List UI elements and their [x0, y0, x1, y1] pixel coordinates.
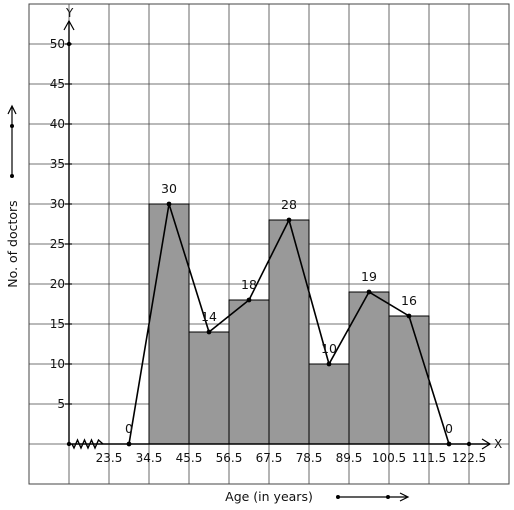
histogram-bar	[188, 331, 230, 445]
y-tick-label: 15	[50, 317, 65, 331]
x-direction-arrow	[336, 492, 410, 502]
polygon-value-label: 28	[281, 197, 297, 212]
y-tick-label: 40	[50, 117, 65, 131]
x-tick-label: 45.5	[176, 451, 203, 465]
histogram-bar	[348, 291, 390, 445]
y-tick-label: 50	[50, 37, 65, 51]
chart-axes	[63, 19, 492, 450]
y-axis-letter: Y	[65, 6, 74, 20]
histogram-bars	[148, 203, 430, 445]
frequency-polygon	[126, 201, 452, 447]
polygon-point	[126, 441, 132, 447]
y-tick-label: 25	[50, 237, 65, 251]
polygon-value-label: 30	[161, 181, 177, 196]
histogram-bar	[388, 315, 430, 445]
y-tick-label: 30	[50, 197, 65, 211]
y-axis-title: No. of doctors	[5, 200, 20, 287]
polygon-point	[446, 441, 452, 447]
x-tick-label: 34.5	[136, 451, 163, 465]
polygon-point	[246, 297, 252, 303]
y-tick-label: 5	[57, 397, 65, 411]
x-tick-label: 100.5	[372, 451, 406, 465]
polygon-point	[166, 201, 172, 207]
x-tick-label: 89.5	[336, 451, 363, 465]
polygon-value-label: 10	[321, 341, 337, 356]
y-tick-label: 45	[50, 77, 65, 91]
polygon-value-label: 0	[445, 421, 453, 436]
x-tick-label: 78.5	[296, 451, 323, 465]
polygon-value-label: 16	[401, 293, 417, 308]
polygon-point	[326, 361, 332, 367]
x-tick-label: 56.5	[216, 451, 243, 465]
polygon-point	[206, 329, 212, 335]
histogram-bar	[228, 299, 270, 445]
y-axis-arrowhead	[63, 19, 75, 31]
y-tick-label: 10	[50, 357, 65, 371]
y-tick-label: 35	[50, 157, 65, 171]
polygon-point	[406, 313, 412, 319]
x-tick-label: 122.5	[452, 451, 486, 465]
polygon-point	[366, 289, 372, 295]
x-axis-break	[71, 438, 104, 450]
x-axis-arrowhead	[481, 438, 492, 450]
polygon-point	[286, 217, 292, 223]
origin-point	[66, 441, 72, 447]
tick-labels: 23.5 34.5 45.5 56.5 67.5 78.5 89.5 100.5 111.5 12…	[50, 37, 486, 465]
data-labels: 0 30 14 18 28 10 19 16 0	[125, 181, 453, 436]
polygon-value-label: 0	[125, 421, 133, 436]
polygon-value-label: 18	[241, 277, 257, 292]
x-axis-letter: X	[494, 437, 502, 451]
y-direction-arrow	[7, 104, 17, 178]
x-tick-label: 111.5	[412, 451, 446, 465]
x-end-point	[466, 441, 472, 447]
polygon-value-label: 14	[201, 309, 217, 324]
x-axis-title: Age (in years)	[225, 489, 313, 504]
x-tick-label: 67.5	[256, 451, 283, 465]
x-tick-label: 23.5	[96, 451, 123, 465]
polygon-value-label: 19	[361, 269, 377, 284]
histogram-bar	[148, 203, 190, 445]
y-tick-label: 20	[50, 277, 65, 291]
histogram-bar	[308, 363, 350, 445]
histogram-bar	[268, 219, 310, 445]
